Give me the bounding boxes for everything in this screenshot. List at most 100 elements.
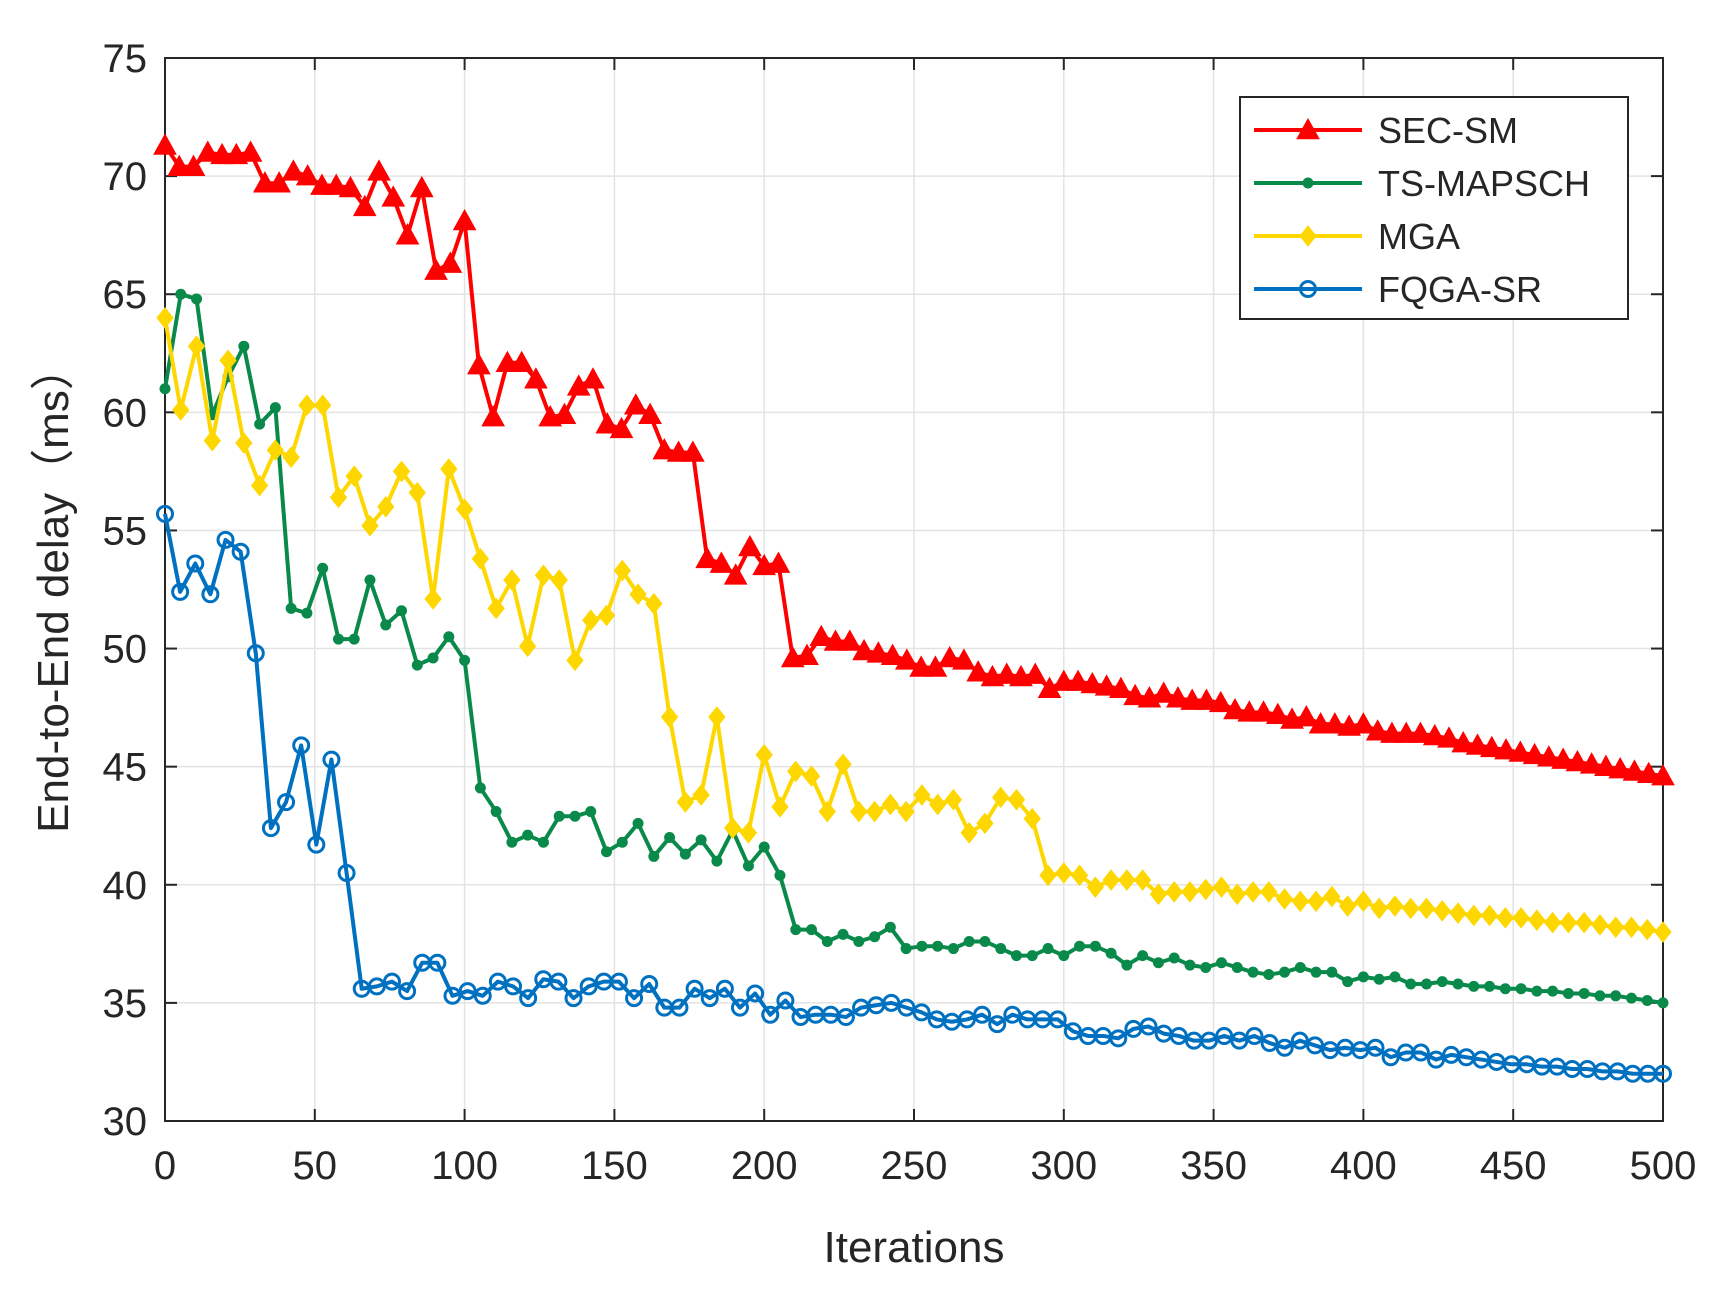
data-point	[1294, 961, 1306, 973]
data-point	[187, 335, 206, 357]
x-tick-label: 350	[1180, 1144, 1247, 1188]
data-point	[348, 633, 360, 645]
data-point	[1023, 662, 1048, 684]
data-point	[1007, 788, 1026, 811]
data-point	[553, 810, 565, 822]
legend: SEC-SM TS-MAPSCH MGA FQGA-SR	[1239, 96, 1629, 320]
data-point	[392, 460, 411, 483]
data-point	[802, 765, 821, 787]
y-tick-label: 65	[103, 273, 148, 317]
data-point	[730, 998, 749, 1017]
data-point	[481, 405, 505, 427]
legend-item: FQGA-SR	[1254, 269, 1542, 310]
data-point	[509, 350, 534, 373]
data-point	[1591, 914, 1609, 936]
legend-item: SEC-SM	[1254, 110, 1518, 151]
data-point	[261, 819, 280, 838]
data-point	[409, 175, 434, 198]
data-point	[1465, 904, 1483, 927]
data-point	[1310, 966, 1322, 978]
data-point	[1149, 883, 1168, 906]
data-point	[172, 399, 190, 421]
data-point	[1479, 735, 1504, 758]
data-point	[1194, 688, 1219, 710]
data-point	[581, 367, 605, 389]
data-point	[1622, 759, 1647, 781]
data-point	[1109, 1029, 1128, 1048]
data-point	[550, 569, 568, 591]
data-point	[1654, 921, 1672, 943]
data-point	[552, 402, 577, 424]
data-point	[367, 159, 391, 181]
data-point	[1166, 686, 1190, 708]
data-point	[1651, 764, 1675, 786]
data-point	[295, 164, 320, 186]
data-point	[235, 432, 253, 454]
data-point	[519, 989, 538, 1008]
data-point	[1338, 895, 1357, 917]
data-point	[246, 644, 265, 663]
data-point	[443, 631, 455, 643]
data-point	[411, 659, 423, 671]
data-point	[537, 836, 549, 848]
data-point	[695, 546, 719, 569]
data-point	[281, 159, 306, 181]
data-point	[880, 643, 905, 665]
data-point	[1610, 990, 1622, 1002]
data-point	[1109, 676, 1133, 699]
data-point	[201, 585, 220, 604]
data-point	[597, 604, 616, 627]
data-point	[912, 1003, 931, 1022]
data-point	[629, 583, 647, 606]
data-point	[1215, 957, 1227, 969]
data-point	[1579, 752, 1604, 774]
data-point	[809, 624, 834, 647]
data-point	[395, 223, 420, 245]
data-point	[332, 633, 344, 645]
data-point	[806, 924, 818, 936]
data-point	[1080, 671, 1105, 694]
data-point	[1654, 1064, 1672, 1083]
data-point	[1422, 723, 1447, 746]
data-point	[739, 822, 758, 844]
data-point	[1528, 909, 1546, 932]
data-point	[992, 786, 1010, 809]
data-point	[771, 796, 789, 818]
data-point	[1373, 973, 1385, 985]
data-point	[695, 834, 707, 846]
data-point	[1508, 740, 1533, 762]
x-tick-label: 200	[731, 1144, 798, 1188]
data-point	[664, 832, 676, 844]
data-point	[609, 416, 634, 439]
data-point	[1625, 992, 1637, 1004]
data-point	[944, 788, 963, 811]
data-point	[254, 418, 266, 430]
data-point	[1594, 754, 1618, 776]
data-point	[337, 863, 356, 882]
data-point	[1244, 881, 1262, 903]
data-point	[322, 750, 341, 769]
data-point	[836, 1008, 855, 1027]
data-point	[1578, 987, 1590, 999]
data-point	[638, 402, 662, 424]
data-point	[881, 793, 899, 816]
data-point	[1657, 997, 1669, 1009]
data-point	[1420, 978, 1432, 990]
data-point	[1411, 1043, 1430, 1062]
data-point	[1494, 738, 1518, 760]
data-point	[298, 394, 316, 417]
data-point	[937, 645, 962, 668]
data-point	[821, 935, 833, 947]
data-point	[837, 928, 849, 940]
data-point	[424, 588, 442, 610]
data-point	[952, 648, 976, 670]
data-point	[1200, 961, 1212, 973]
legend-label: TS-MAPSCH	[1378, 163, 1590, 204]
data-point	[1547, 985, 1559, 997]
data-point	[191, 293, 203, 305]
data-point	[1134, 869, 1152, 891]
data-point	[1389, 971, 1401, 983]
data-point	[440, 458, 458, 480]
data-point	[452, 208, 477, 231]
data-point	[506, 836, 518, 848]
